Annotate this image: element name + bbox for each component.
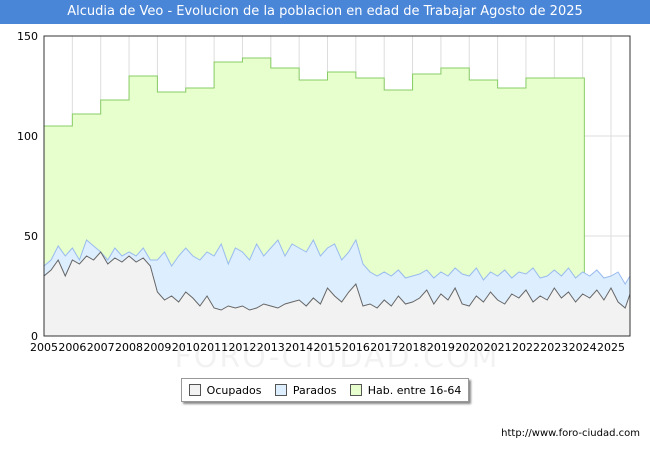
legend: Ocupados Parados Hab. entre 16-64	[181, 378, 469, 402]
legend-item-ocupados: Ocupados	[188, 383, 262, 397]
legend-item-hab: Hab. entre 16-64	[349, 383, 462, 397]
plot-border	[43, 35, 631, 337]
x-tick-label-2015: 2015	[314, 341, 342, 354]
x-tick-label-2019: 2019	[427, 341, 455, 354]
x-tick-label-2018: 2018	[399, 341, 427, 354]
line-parados	[43, 238, 631, 285]
series-areas	[43, 57, 631, 336]
y-tick-label-50: 50	[24, 230, 38, 243]
chart-title: Alcudia de Veo - Evolucion de la poblaci…	[0, 0, 650, 24]
x-tick-label-2009: 2009	[143, 341, 171, 354]
x-tick-label-2021: 2021	[484, 341, 512, 354]
area-ocupados	[44, 252, 630, 336]
legend-swatch-hab	[349, 384, 362, 396]
legend-label-hab: Hab. entre 16-64	[367, 383, 462, 397]
legend-item-parados: Parados	[274, 383, 337, 397]
y-tick-label-0: 0	[31, 330, 38, 343]
watermark-text: FORO-CIUDAD.COM	[175, 340, 500, 375]
x-tick-label-2012: 2012	[228, 341, 256, 354]
x-tick-label-2025: 2025	[597, 341, 625, 354]
x-tick-label-2014: 2014	[285, 341, 313, 354]
x-tick-label-2017: 2017	[370, 341, 398, 354]
x-tick-label-2023: 2023	[540, 341, 568, 354]
legend-label-ocupados: Ocupados	[206, 383, 262, 397]
x-tick-label-2005: 2005	[30, 341, 58, 354]
y-axis: 0 50 100 150	[17, 30, 38, 343]
x-tick-label-2008: 2008	[115, 341, 143, 354]
x-tick-label-2016: 2016	[342, 341, 370, 354]
legend-label-parados: Parados	[292, 383, 337, 397]
x-tick-label-2011: 2011	[200, 341, 228, 354]
line-ocupados	[43, 251, 631, 311]
x-tick-label-2020: 2020	[455, 341, 483, 354]
x-tick-label-2007: 2007	[87, 341, 115, 354]
source-link[interactable]: http://www.foro-ciudad.com	[501, 428, 640, 439]
x-axis: 2005 2006 2007 2008 2009 2010 2011 2012 2013 2014…	[30, 341, 625, 354]
y-tick-label-150: 150	[17, 30, 38, 43]
legend-swatch-parados	[274, 384, 287, 396]
x-tick-label-2024: 2024	[569, 341, 597, 354]
x-tick-label-2010: 2010	[172, 341, 200, 354]
x-tick-label-2006: 2006	[58, 341, 86, 354]
legend-swatch-ocupados	[188, 384, 201, 396]
x-tick-label-2013: 2013	[257, 341, 285, 354]
y-tick-label-100: 100	[17, 130, 38, 143]
x-tick-label-2022: 2022	[512, 341, 540, 354]
line-hab	[44, 57, 585, 336]
